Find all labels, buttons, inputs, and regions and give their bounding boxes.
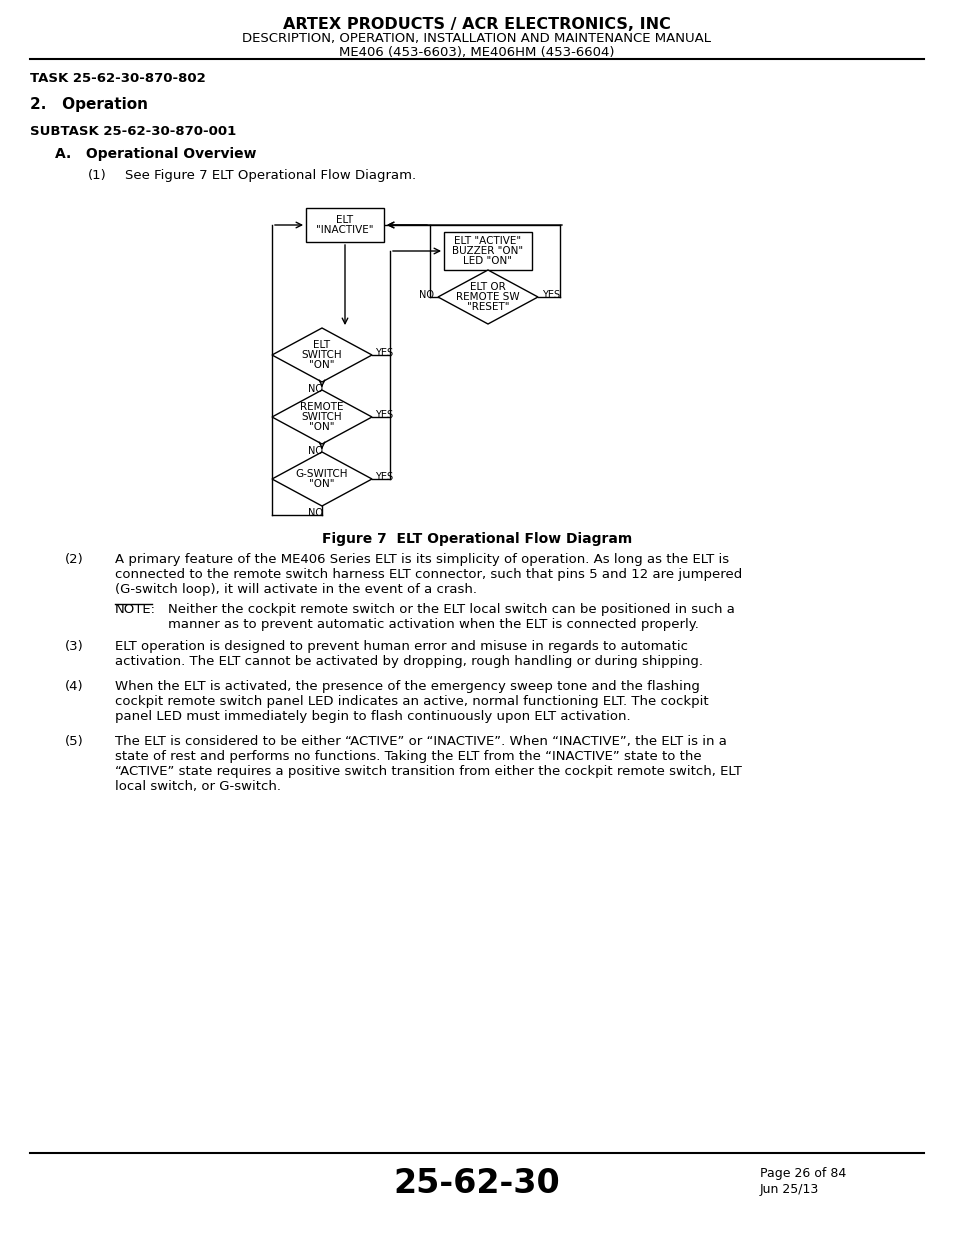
Text: See Figure 7 ELT Operational Flow Diagram.: See Figure 7 ELT Operational Flow Diagra…: [125, 169, 416, 182]
Bar: [443, 232, 532, 270]
Polygon shape: [272, 390, 372, 445]
Text: ME406 (453-6603), ME406HM (453-6604): ME406 (453-6603), ME406HM (453-6604): [339, 46, 614, 59]
Text: YES: YES: [375, 472, 393, 482]
Text: "ON": "ON": [309, 361, 335, 370]
Text: SUBTASK 25-62-30-870-001: SUBTASK 25-62-30-870-001: [30, 125, 236, 138]
Text: "ON": "ON": [309, 422, 335, 432]
Text: A primary feature of the ME406 Series ELT is its simplicity of operation. As lon: A primary feature of the ME406 Series EL…: [115, 553, 741, 597]
Text: NO: NO: [308, 446, 323, 456]
Text: (3): (3): [65, 640, 84, 653]
Text: ELT "ACTIVE": ELT "ACTIVE": [454, 236, 521, 246]
Text: ELT: ELT: [336, 215, 354, 225]
Text: (4): (4): [65, 680, 84, 693]
Text: 2.   Operation: 2. Operation: [30, 98, 148, 112]
Text: When the ELT is activated, the presence of the emergency sweep tone and the flas: When the ELT is activated, the presence …: [115, 680, 708, 722]
Text: YES: YES: [541, 290, 559, 300]
Text: "ON": "ON": [309, 479, 335, 489]
Text: REMOTE SW: REMOTE SW: [456, 291, 519, 303]
Text: The ELT is considered to be either “ACTIVE” or “INACTIVE”. When “INACTIVE”, the : The ELT is considered to be either “ACTI…: [115, 735, 741, 793]
Text: "INACTIVE": "INACTIVE": [315, 225, 374, 235]
Text: ARTEX PRODUCTS / ACR ELECTRONICS, INC: ARTEX PRODUCTS / ACR ELECTRONICS, INC: [283, 17, 670, 32]
Text: NOTE:: NOTE:: [115, 603, 156, 616]
Text: LED "ON": LED "ON": [463, 257, 512, 267]
Text: ELT OR: ELT OR: [470, 282, 505, 291]
Text: NO: NO: [418, 290, 434, 300]
Text: "RESET": "RESET": [466, 303, 509, 312]
Polygon shape: [437, 270, 537, 324]
Polygon shape: [272, 329, 372, 382]
Text: SWITCH: SWITCH: [301, 412, 342, 422]
Text: YES: YES: [375, 410, 393, 420]
Text: Figure 7  ELT Operational Flow Diagram: Figure 7 ELT Operational Flow Diagram: [321, 532, 632, 546]
Text: YES: YES: [375, 348, 393, 358]
Text: A.   Operational Overview: A. Operational Overview: [55, 147, 256, 161]
Text: DESCRIPTION, OPERATION, INSTALLATION AND MAINTENANCE MANUAL: DESCRIPTION, OPERATION, INSTALLATION AND…: [242, 32, 711, 44]
Text: SWITCH: SWITCH: [301, 350, 342, 359]
Text: (2): (2): [65, 553, 84, 566]
Text: ELT operation is designed to prevent human error and misuse in regards to automa: ELT operation is designed to prevent hum…: [115, 640, 702, 668]
Text: (5): (5): [65, 735, 84, 748]
Text: Page 26 of 84: Page 26 of 84: [760, 1167, 845, 1179]
Text: NO: NO: [308, 384, 323, 394]
Text: ELT: ELT: [314, 340, 331, 350]
Text: 25-62-30: 25-62-30: [394, 1167, 559, 1200]
Text: NO: NO: [308, 508, 323, 517]
Text: REMOTE: REMOTE: [300, 401, 343, 411]
Text: Neither the cockpit remote switch or the ELT local switch can be positioned in s: Neither the cockpit remote switch or the…: [168, 603, 734, 631]
Text: (1): (1): [88, 169, 107, 182]
Text: Jun 25/13: Jun 25/13: [760, 1183, 819, 1195]
Text: BUZZER "ON": BUZZER "ON": [452, 246, 523, 256]
Text: TASK 25-62-30-870-802: TASK 25-62-30-870-802: [30, 72, 206, 85]
Polygon shape: [272, 452, 372, 506]
Bar: [306, 207, 384, 242]
Text: G-SWITCH: G-SWITCH: [295, 469, 348, 479]
